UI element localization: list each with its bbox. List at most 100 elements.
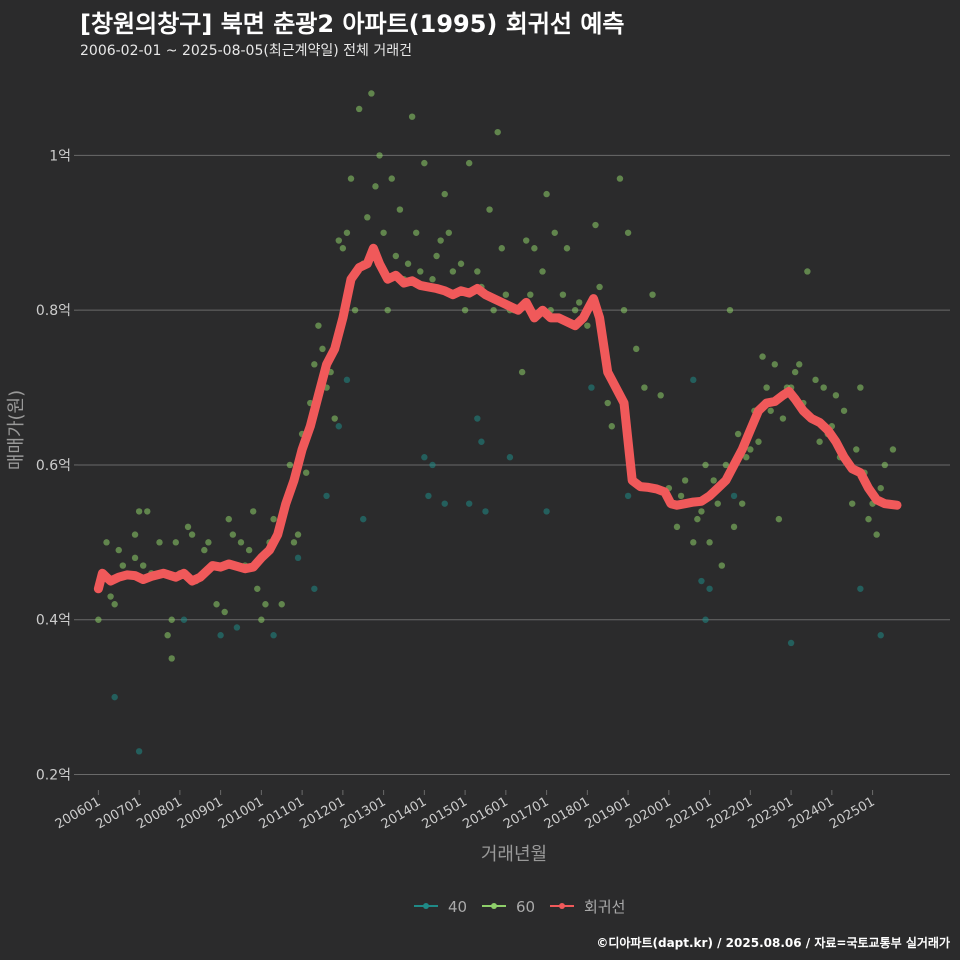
scatter-point-60	[743, 454, 750, 461]
scatter-point-60	[571, 306, 579, 314]
scatter-point-40	[787, 639, 795, 647]
scatter-point-40	[217, 632, 224, 639]
scatter-point-60	[584, 322, 591, 329]
scatter-point-40	[335, 423, 342, 430]
scatter-point-60	[763, 384, 770, 391]
chart-subtitle: 2006-02-01 ~ 2025-08-05(최근계약일) 전체 거래건	[80, 43, 412, 59]
scatter-point-60	[254, 585, 261, 592]
scatter-point-60	[775, 515, 783, 523]
scatter-point-60	[258, 616, 265, 623]
scatter-point-60	[575, 299, 583, 306]
y-tick-label: 0.6억	[36, 458, 71, 474]
scatter-point-60	[139, 562, 147, 569]
x-tick-label: 201001	[216, 794, 266, 832]
scatter-point-60	[441, 190, 448, 198]
scatter-point-40	[425, 492, 432, 500]
scatter-point-60	[559, 291, 567, 298]
scatter-point-60	[486, 206, 493, 213]
legend-item-2: 회귀선	[550, 898, 625, 916]
scatter-point-60	[168, 616, 175, 623]
scatter-point-60	[131, 531, 139, 538]
legend-dot	[559, 903, 565, 909]
scatter-point-40	[465, 500, 473, 507]
scatter-point-60	[168, 655, 175, 662]
y-tick-label: 0.2억	[36, 768, 71, 784]
scatter-point-60	[857, 384, 864, 391]
y-axis-label: 매매가(원)	[6, 390, 27, 470]
x-tick-label: 201301	[338, 794, 388, 832]
scatter-point-60	[523, 237, 530, 244]
x-tick-label: 202101	[664, 794, 714, 832]
scatter-point-60	[225, 515, 232, 523]
scatter-point-60	[131, 554, 139, 562]
scatter-point-60	[673, 523, 681, 531]
scatter-point-60	[592, 221, 599, 229]
scatter-point-60	[698, 508, 705, 515]
scatter-point-60	[812, 376, 819, 384]
scatter-point-60	[694, 515, 701, 523]
scatter-point-60	[449, 268, 457, 275]
scatter-point-40	[506, 454, 514, 461]
scatter-point-60	[730, 523, 738, 531]
scatter-point-60	[832, 392, 840, 399]
scatter-point-60	[608, 423, 615, 430]
scatter-point-40	[135, 748, 143, 755]
scatter-point-60	[445, 229, 453, 236]
x-tick-label: 202201	[705, 794, 755, 832]
scatter-point-40	[857, 585, 864, 592]
scatter-point-60	[437, 237, 444, 244]
scatter-point-60	[849, 500, 856, 507]
scatter-point-60	[205, 539, 212, 546]
scatter-point-60	[351, 306, 359, 314]
scatter-point-60	[465, 159, 473, 167]
scatter-point-60	[767, 407, 774, 414]
scatter-point-40	[543, 508, 550, 515]
y-tick-label: 1억	[49, 148, 71, 164]
scatter-point-60	[184, 523, 192, 531]
scatter-point-60	[290, 539, 298, 546]
scatter-point-60	[429, 276, 436, 283]
scatter-point-60	[343, 229, 351, 236]
scatter-point-60	[229, 531, 237, 538]
scatter-point-60	[804, 268, 811, 275]
regression-line	[93, 243, 902, 594]
scatter-point-60	[677, 492, 685, 500]
x-tick-label: 200601	[53, 794, 103, 832]
scatter-point-60	[95, 616, 102, 623]
scatter-point-60	[331, 415, 338, 422]
scatter-point-60	[539, 268, 546, 275]
scatter-point-60	[250, 508, 257, 515]
scatter-point-60	[873, 531, 880, 538]
scatter-point-60	[172, 539, 179, 546]
x-axis-label: 거래년월	[481, 844, 547, 865]
scatter-point-40	[429, 461, 436, 469]
scatter-point-40	[441, 500, 448, 507]
scatter-point-60	[796, 361, 803, 368]
credit-text: ©디아파트(dapt.kr) / 2025.08.06 / 자료=국토교통부 실…	[596, 936, 950, 950]
scatter-point-60	[702, 461, 709, 469]
scatter-point-60	[103, 539, 110, 546]
scatter-point-60	[620, 306, 628, 314]
chart-title: [창원의창구] 북면 춘광2 아파트(1995) 회귀선 예측	[80, 10, 625, 38]
scatter-point-60	[791, 368, 799, 376]
x-tick-label: 201801	[542, 794, 592, 832]
scatter-point-60	[474, 268, 481, 275]
scatter-point-40	[180, 616, 188, 623]
scatter-point-60	[164, 632, 171, 639]
scatter-point-60	[734, 430, 742, 438]
scatter-point-40	[233, 624, 241, 631]
scatter-point-60	[771, 361, 778, 368]
scatter-point-40	[311, 585, 318, 592]
scatter-point-60	[221, 608, 228, 616]
scatter-point-60	[421, 159, 428, 167]
y-tick-label: 0.4억	[36, 613, 71, 629]
scatter-point-60	[372, 183, 379, 190]
scatter-point-60	[865, 515, 872, 523]
scatter-point-60	[706, 539, 713, 546]
scatter-point-40	[690, 376, 697, 384]
scatter-point-60	[107, 593, 114, 600]
scatter-point-60	[502, 291, 510, 298]
scatter-point-60	[759, 353, 766, 360]
scatter-point-60	[714, 500, 721, 507]
